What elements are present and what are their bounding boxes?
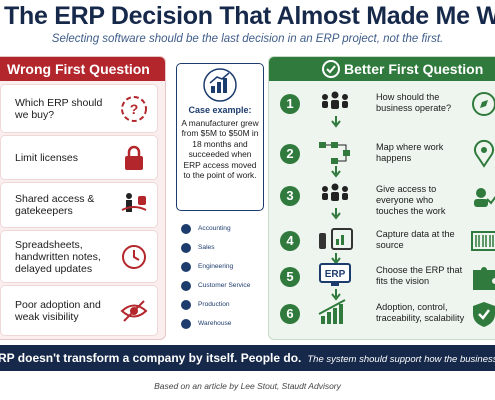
wrong-item-text: Which ERP should we buy? [15,96,103,121]
title: The ERP Decision That Almost Made Me Wal… [4,2,495,30]
panel-heading: Wrong First Question [0,57,165,81]
banner-italic: The system should support how the busine… [307,354,495,365]
check-icon [322,60,340,78]
step-icon [474,188,495,207]
step-arrow [331,289,341,301]
step-number: 1 [280,94,300,114]
step-text: Adoption, control, traceability, scalabi… [376,302,465,323]
department-icon [181,281,191,291]
wrong-panel: Wrong First Question Which ERP should we… [0,56,166,340]
panel-heading: Better First Question [269,57,495,81]
better-panel: Better First Question 1 How should the bu… [268,56,495,340]
banner: RP doesn't transform a company by itself… [0,345,495,371]
department-icon [181,243,191,253]
wrong-item-text: Spreadsheets, handwritten notes, delayed… [15,238,101,275]
step-visual [319,228,353,250]
department-icon [181,319,191,329]
wrong-icon: ? [121,95,147,122]
step-number: 3 [280,186,300,206]
wrong-item: Poor adoption and weak visibility [1,286,157,335]
department-icon [181,300,191,310]
department-icon [181,224,191,234]
step-text: Choose the ERP that fits the vision [376,265,463,286]
step-visual [318,299,346,324]
case-body: A manufacturer grew from $5M to $50M in … [181,118,259,181]
department: Warehouse [198,320,232,327]
step-arrow [331,208,341,220]
department-icon [181,262,191,272]
wrong-item-text: Poor adoption and weak visibility [15,298,101,323]
wrong-icon [122,244,146,269]
wrong-icon [125,145,143,170]
department: Accounting [198,225,231,232]
wrong-item-text: Shared access & gatekeepers [15,193,95,217]
step-icon [472,92,495,116]
step-text: Map where work happens [376,142,444,163]
step-icon [471,231,495,251]
step-visual: ERP [319,263,351,286]
step-icon [474,139,494,168]
subtitle: Selecting software should be the last de… [51,33,444,45]
wrong-item-text: Limit licenses [15,151,79,164]
wrong-item: Shared access & gatekeepers [1,183,157,227]
step-visual [322,183,348,201]
case-title: Case example: [188,105,252,115]
department: Engineering [198,263,234,270]
case-box: Case example: A manufacturer grew from $… [176,63,264,211]
svg-text:?: ? [130,101,139,117]
department: Production [198,301,230,308]
wrong-item: Which ERP should we buy?? [1,85,157,132]
department: Sales [198,244,215,251]
step-number: 6 [280,304,300,324]
banner-bold: RP doesn't transform a company by itself… [0,351,302,365]
step-number: 5 [280,267,300,287]
wrong-item: Limit licenses [1,136,157,179]
step-visual [322,91,348,109]
step-number: 2 [280,144,300,164]
step-icon [473,267,495,290]
department: Customer Service [198,282,251,289]
step-arrow [331,116,341,128]
step-number: 4 [280,231,300,251]
erp-badge: ERP [325,269,346,280]
step-visual [319,142,350,164]
case-icon [203,68,237,102]
step-text: Capture data at the source [376,229,455,250]
wrong-icon [120,299,148,322]
step-arrow [331,166,341,178]
credit: Based on an article by Lee Stout, Staudt… [154,381,341,391]
step-text: Give access to everyone who touches the … [376,184,446,216]
step-text: How should the business operate? [376,92,452,113]
step-icon [473,302,495,327]
wrong-icon [121,193,147,212]
wrong-item: Spreadsheets, handwritten notes, delayed… [1,231,157,282]
